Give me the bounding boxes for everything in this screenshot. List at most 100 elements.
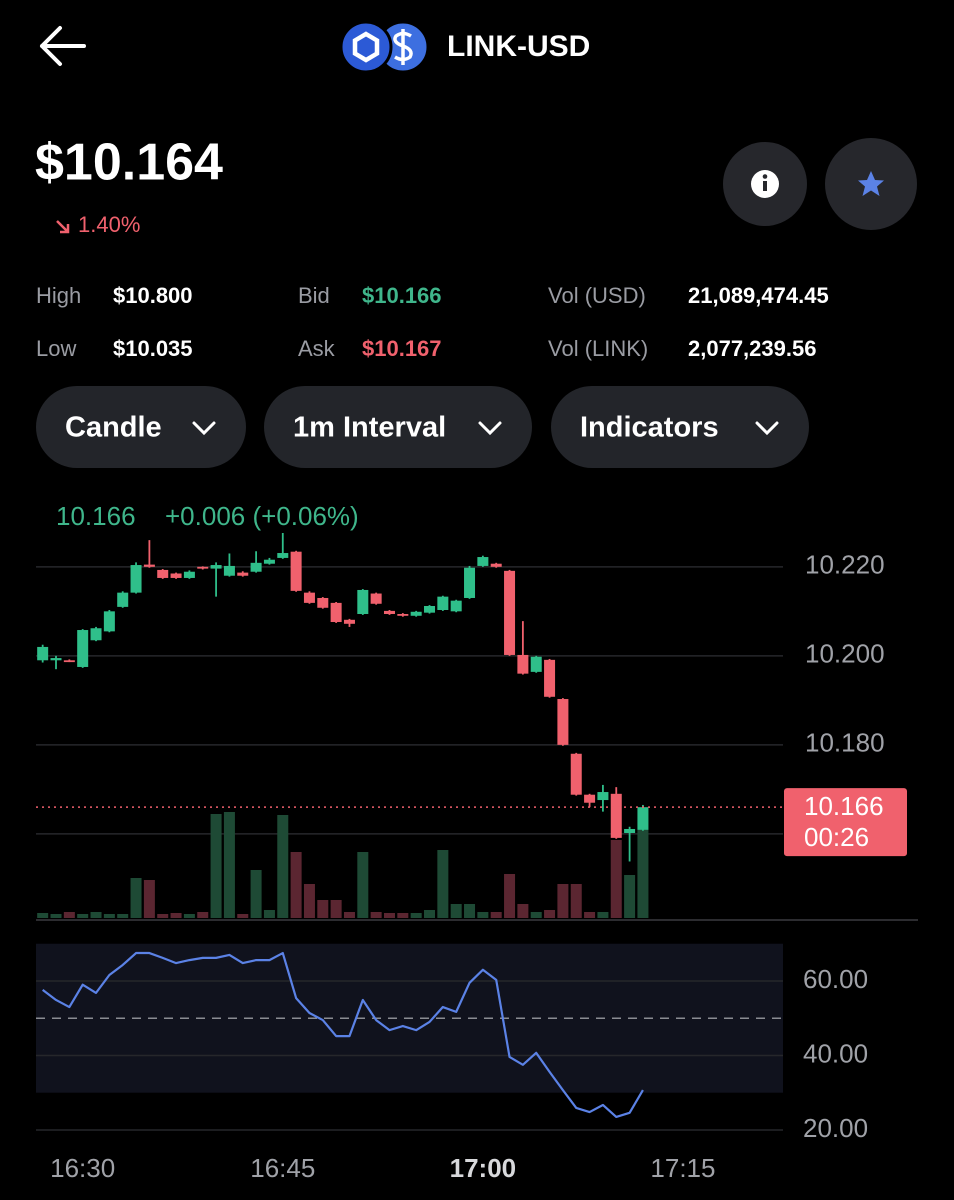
candle-body (464, 567, 476, 598)
candle-body (223, 565, 235, 576)
x-tick-label: 16:30 (50, 1153, 115, 1183)
candle-body (263, 559, 275, 564)
stat-label: Ask (298, 336, 336, 361)
volume-bar (570, 884, 582, 918)
x-tick-label: 16:45 (250, 1153, 315, 1183)
candle-body (103, 611, 115, 632)
candle-body (410, 611, 422, 616)
button-label: Indicators (580, 412, 719, 444)
candle-body (450, 600, 462, 612)
candle-body (597, 792, 609, 801)
candle-body (357, 589, 369, 615)
candle-body (77, 630, 89, 667)
volume-bar (77, 914, 89, 918)
candle-body (624, 828, 636, 833)
candle-body (290, 551, 302, 591)
stat-label: Bid (298, 283, 330, 308)
volume-bar (490, 912, 502, 918)
volume-bar (397, 913, 409, 918)
link-glyph (352, 31, 380, 63)
volume-bar (410, 913, 422, 918)
volume-bar (517, 904, 529, 918)
volume-bar (437, 850, 449, 918)
candle-body (370, 593, 382, 604)
candle-body (50, 658, 62, 661)
dropdown-button[interactable]: 1m Interval (264, 386, 532, 468)
button-background (36, 386, 246, 468)
candle-body (157, 569, 169, 578)
button-label: Candle (65, 412, 162, 444)
dropdown-button[interactable]: Candle (36, 386, 246, 468)
candle-body (210, 565, 222, 569)
volume-bar (37, 913, 49, 918)
candle-body (544, 659, 556, 697)
pair-icons (339, 20, 430, 74)
volume-bar (584, 912, 596, 918)
volume-bar (370, 912, 382, 918)
stat-value: $10.800 (113, 283, 193, 308)
price-change: 1.40% (78, 212, 140, 237)
volume-bar (130, 878, 142, 918)
volume-bar (544, 910, 556, 918)
candle-body (437, 596, 449, 610)
candle-body (490, 563, 502, 567)
candle-body (37, 646, 49, 661)
stat-label: Vol (LINK) (548, 336, 648, 361)
candle-body (130, 565, 142, 593)
y-tick-label: 10.220 (805, 550, 885, 580)
stat-value: 2,077,239.56 (688, 336, 816, 361)
volume-bar (237, 914, 249, 918)
volume-bar (250, 870, 262, 918)
candle-body (343, 619, 355, 624)
volume-bar (277, 815, 289, 918)
candle-body (117, 592, 129, 607)
rsi-line (42, 951, 644, 1119)
back-button[interactable] (40, 26, 86, 66)
last-price-label: 10.166 (804, 791, 884, 821)
candle-body (477, 557, 489, 566)
volume-bar (504, 874, 516, 918)
candle-body (63, 660, 75, 663)
pair-title: LINK-USD (447, 30, 590, 63)
volume-bar (143, 880, 155, 918)
volume-bar (210, 814, 222, 918)
chevron (478, 421, 502, 436)
countdown: 00:26 (804, 822, 869, 852)
volume-bar (637, 830, 649, 918)
info-button[interactable] (723, 142, 807, 226)
volume-bar (383, 913, 395, 918)
favorite-button[interactable] (825, 138, 917, 230)
y-tick-label: 10.200 (805, 639, 885, 669)
dropdown-button[interactable]: Indicators (551, 386, 809, 468)
volume-bar (424, 910, 436, 918)
volume-bar (450, 904, 462, 918)
volume-bar (610, 840, 622, 918)
candle-body (397, 614, 409, 616)
stat-value: 21,089,474.45 (688, 283, 829, 308)
x-tick-label: 17:15 (650, 1153, 715, 1183)
volume-bar (530, 912, 542, 918)
candle-body (330, 602, 342, 623)
stat-label: Low (36, 336, 76, 361)
candle-body (237, 572, 249, 576)
rsi-tick-label: 60.00 (803, 964, 868, 994)
volume-bar (330, 900, 342, 918)
candle-body (197, 566, 209, 569)
candle-body (637, 807, 649, 830)
rsi-tick-label: 20.00 (803, 1113, 868, 1143)
candle-body (610, 793, 622, 838)
stat-value: $10.035 (113, 336, 193, 361)
y-tick-label: 10.180 (805, 728, 885, 758)
button-label: 1m Interval (293, 412, 446, 444)
volume-bar (197, 912, 209, 918)
volume-bar (303, 884, 315, 918)
volume-bar (357, 852, 369, 918)
candle-body (424, 605, 436, 613)
candle-body (317, 597, 329, 608)
candle-body (303, 592, 315, 603)
volume-bar (464, 904, 476, 918)
legend-change: +0.006 (+0.06%) (165, 501, 359, 531)
link-icon (339, 20, 393, 74)
